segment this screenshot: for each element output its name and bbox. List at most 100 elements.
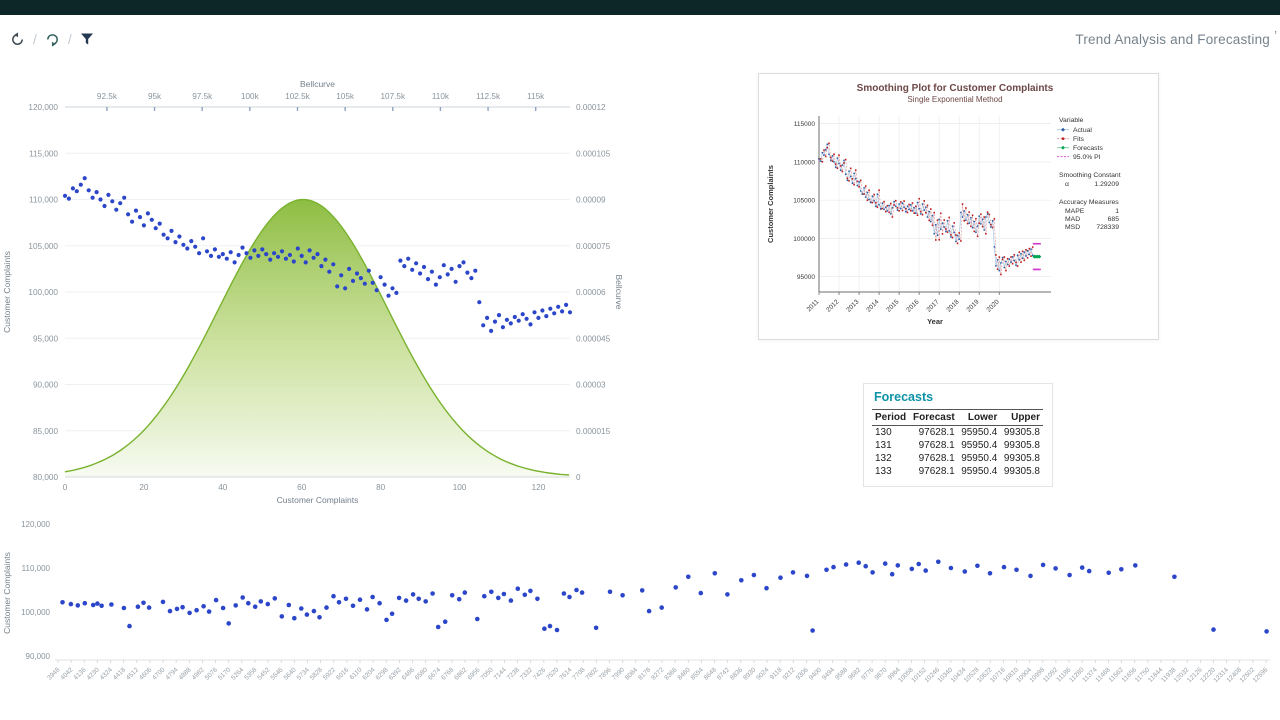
redo-icon[interactable] [45, 32, 60, 47]
fits-marker [841, 170, 844, 173]
data-point [74, 189, 79, 194]
fits-marker [908, 203, 910, 206]
column-header: Period [872, 409, 910, 426]
tick-label: 0.000105 [576, 149, 611, 158]
filter-icon[interactable] [80, 32, 94, 46]
fits-marker [921, 213, 924, 216]
data-point [364, 607, 370, 612]
tick-label: 80,000 [33, 473, 58, 482]
tick-label: 6486 [401, 666, 416, 681]
data-point [287, 252, 292, 258]
actual-marker [833, 161, 835, 163]
fits-marker [913, 212, 915, 214]
data-point [410, 267, 415, 272]
data-point [213, 597, 219, 603]
tick-label: 6862 [453, 666, 468, 681]
data-point [1211, 627, 1216, 632]
data-point [174, 606, 180, 612]
tick-label: 9306 [795, 666, 810, 681]
tick-label: 110k [432, 92, 450, 101]
fits-marker [918, 197, 920, 200]
data-point [248, 255, 253, 260]
fits-marker [873, 193, 875, 196]
data-point [240, 245, 245, 250]
fits-marker [896, 207, 899, 209]
data-point [453, 279, 458, 284]
table-row: 133 97628.1 95950.4 99305.8 [872, 465, 1043, 478]
data-point [201, 604, 206, 609]
data-point [496, 313, 502, 318]
stat-heading: Accuracy Measures [1059, 199, 1119, 206]
data-point [406, 256, 411, 261]
data-point [343, 596, 349, 602]
actual-marker [848, 170, 850, 172]
actual-marker [846, 179, 849, 182]
tick-label: 4042 [59, 666, 74, 681]
tick-label: 20 [139, 483, 149, 492]
data-point [66, 196, 71, 201]
data-point [240, 595, 245, 600]
tick-label: 0.00012 [576, 103, 606, 112]
fits-marker [1013, 254, 1016, 256]
data-point [725, 592, 730, 597]
actual-marker [849, 175, 852, 178]
tick-label: 8930 [742, 666, 757, 681]
actual-marker [921, 203, 924, 205]
data-point [232, 260, 237, 265]
tick-label: 4230 [86, 666, 101, 681]
data-point [82, 600, 88, 606]
actual-marker [985, 216, 987, 218]
tick-label: 8366 [663, 666, 678, 681]
data-point [228, 250, 233, 255]
bellcurve-scatter-chart[interactable]: 80,000 85,000 90,000 95,000 100,000 105,000 11… [0, 72, 645, 514]
data-point [489, 589, 494, 595]
data-point [236, 252, 241, 258]
tick-label: 120,000 [21, 520, 50, 529]
fits-marker [1021, 250, 1024, 253]
tick-label: 115k [527, 92, 545, 101]
fits-marker [826, 146, 829, 149]
tick-label: 100k [241, 92, 260, 101]
forecasts-header-row: Period Forecast Lower Upper [872, 409, 1043, 426]
tick-label: 4324 [99, 666, 114, 681]
actual-marker [884, 206, 887, 209]
stat-value: 1.29209 [1094, 181, 1119, 188]
data-point [374, 288, 379, 293]
pi-upper-marker [1037, 242, 1041, 245]
tick-label: 2014 [865, 298, 880, 313]
tick-label: 100000 [793, 236, 815, 243]
undo-icon[interactable] [10, 31, 25, 47]
tick-label: 8648 [703, 666, 718, 681]
data-point [350, 278, 356, 283]
data-point [70, 186, 75, 191]
data-point [130, 219, 135, 224]
tick-label: 7238 [506, 666, 521, 681]
actual-marker [963, 210, 966, 212]
tick-label: 8460 [676, 666, 691, 681]
fits-marker [1030, 255, 1032, 257]
tick-label: 9588 [834, 666, 849, 681]
data-point [275, 254, 281, 259]
data-point [220, 605, 226, 611]
fits-marker [1001, 258, 1004, 261]
data-point [441, 263, 446, 268]
actual-marker [863, 187, 865, 189]
tick-label: 5358 [243, 666, 258, 681]
table-cell: 97628.1 [918, 440, 955, 451]
fits-marker [866, 199, 869, 202]
data-point [160, 599, 166, 605]
data-point [252, 604, 258, 609]
actual-marker [941, 222, 944, 225]
fits-marker [996, 268, 999, 270]
tick-label: 4136 [72, 666, 87, 681]
tick-label: 5922 [322, 666, 337, 681]
complaints-scatter-chart[interactable]: 90,000 100,000 110,000 120,000 3948 4042 4136 4… [0, 515, 1280, 715]
stat-value: 1 [1115, 208, 1119, 215]
tick-label: 8554 [690, 666, 705, 681]
table-cell: 99305.8 [1003, 466, 1040, 477]
data-point [496, 595, 501, 601]
fits-marker [916, 214, 919, 216]
tick-label: 8272 [650, 666, 665, 681]
stat-label: MAD [1065, 216, 1080, 223]
fits-marker [1031, 246, 1034, 248]
